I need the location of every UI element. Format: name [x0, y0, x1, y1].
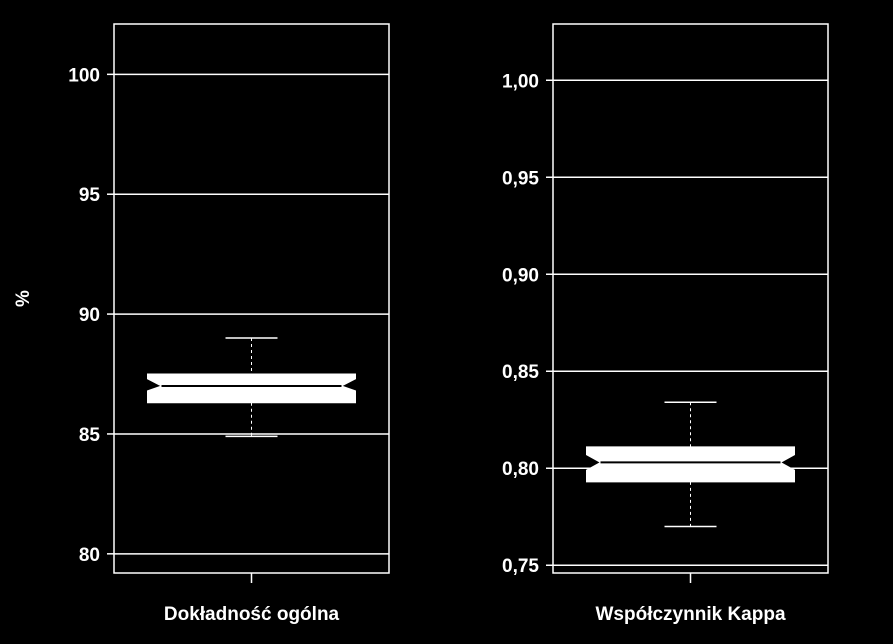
y-tick-label: 0,75	[502, 556, 539, 577]
y-tick-label: 85	[79, 425, 101, 446]
panel-2: 0,75 0,80 0,85 0,90 0,95 1,00 Współczynnik Kap…	[502, 23, 829, 625]
y-tick-label: 80	[79, 545, 100, 566]
y-axis-title: %	[13, 290, 34, 307]
box	[147, 373, 356, 404]
y-tick-label: 95	[79, 185, 101, 206]
box	[586, 446, 795, 483]
y-tick-label: 1,00	[502, 71, 539, 92]
y-tick-label: 100	[68, 65, 100, 86]
y-tick-label: 0,85	[502, 362, 539, 383]
x-axis-label: Współczynnik Kappa	[595, 604, 785, 625]
x-axis-label: Dokładność ogólna	[164, 604, 340, 625]
y-tick-label: 90	[79, 305, 100, 326]
y-tick-label: 0,80	[502, 459, 539, 480]
panel-1: 80 85 90 95 100 Dokładność ogólna%	[13, 23, 390, 625]
plot-frame	[113, 23, 390, 574]
y-tick-label: 0,90	[502, 265, 539, 286]
y-tick-label: 0,95	[502, 168, 539, 189]
